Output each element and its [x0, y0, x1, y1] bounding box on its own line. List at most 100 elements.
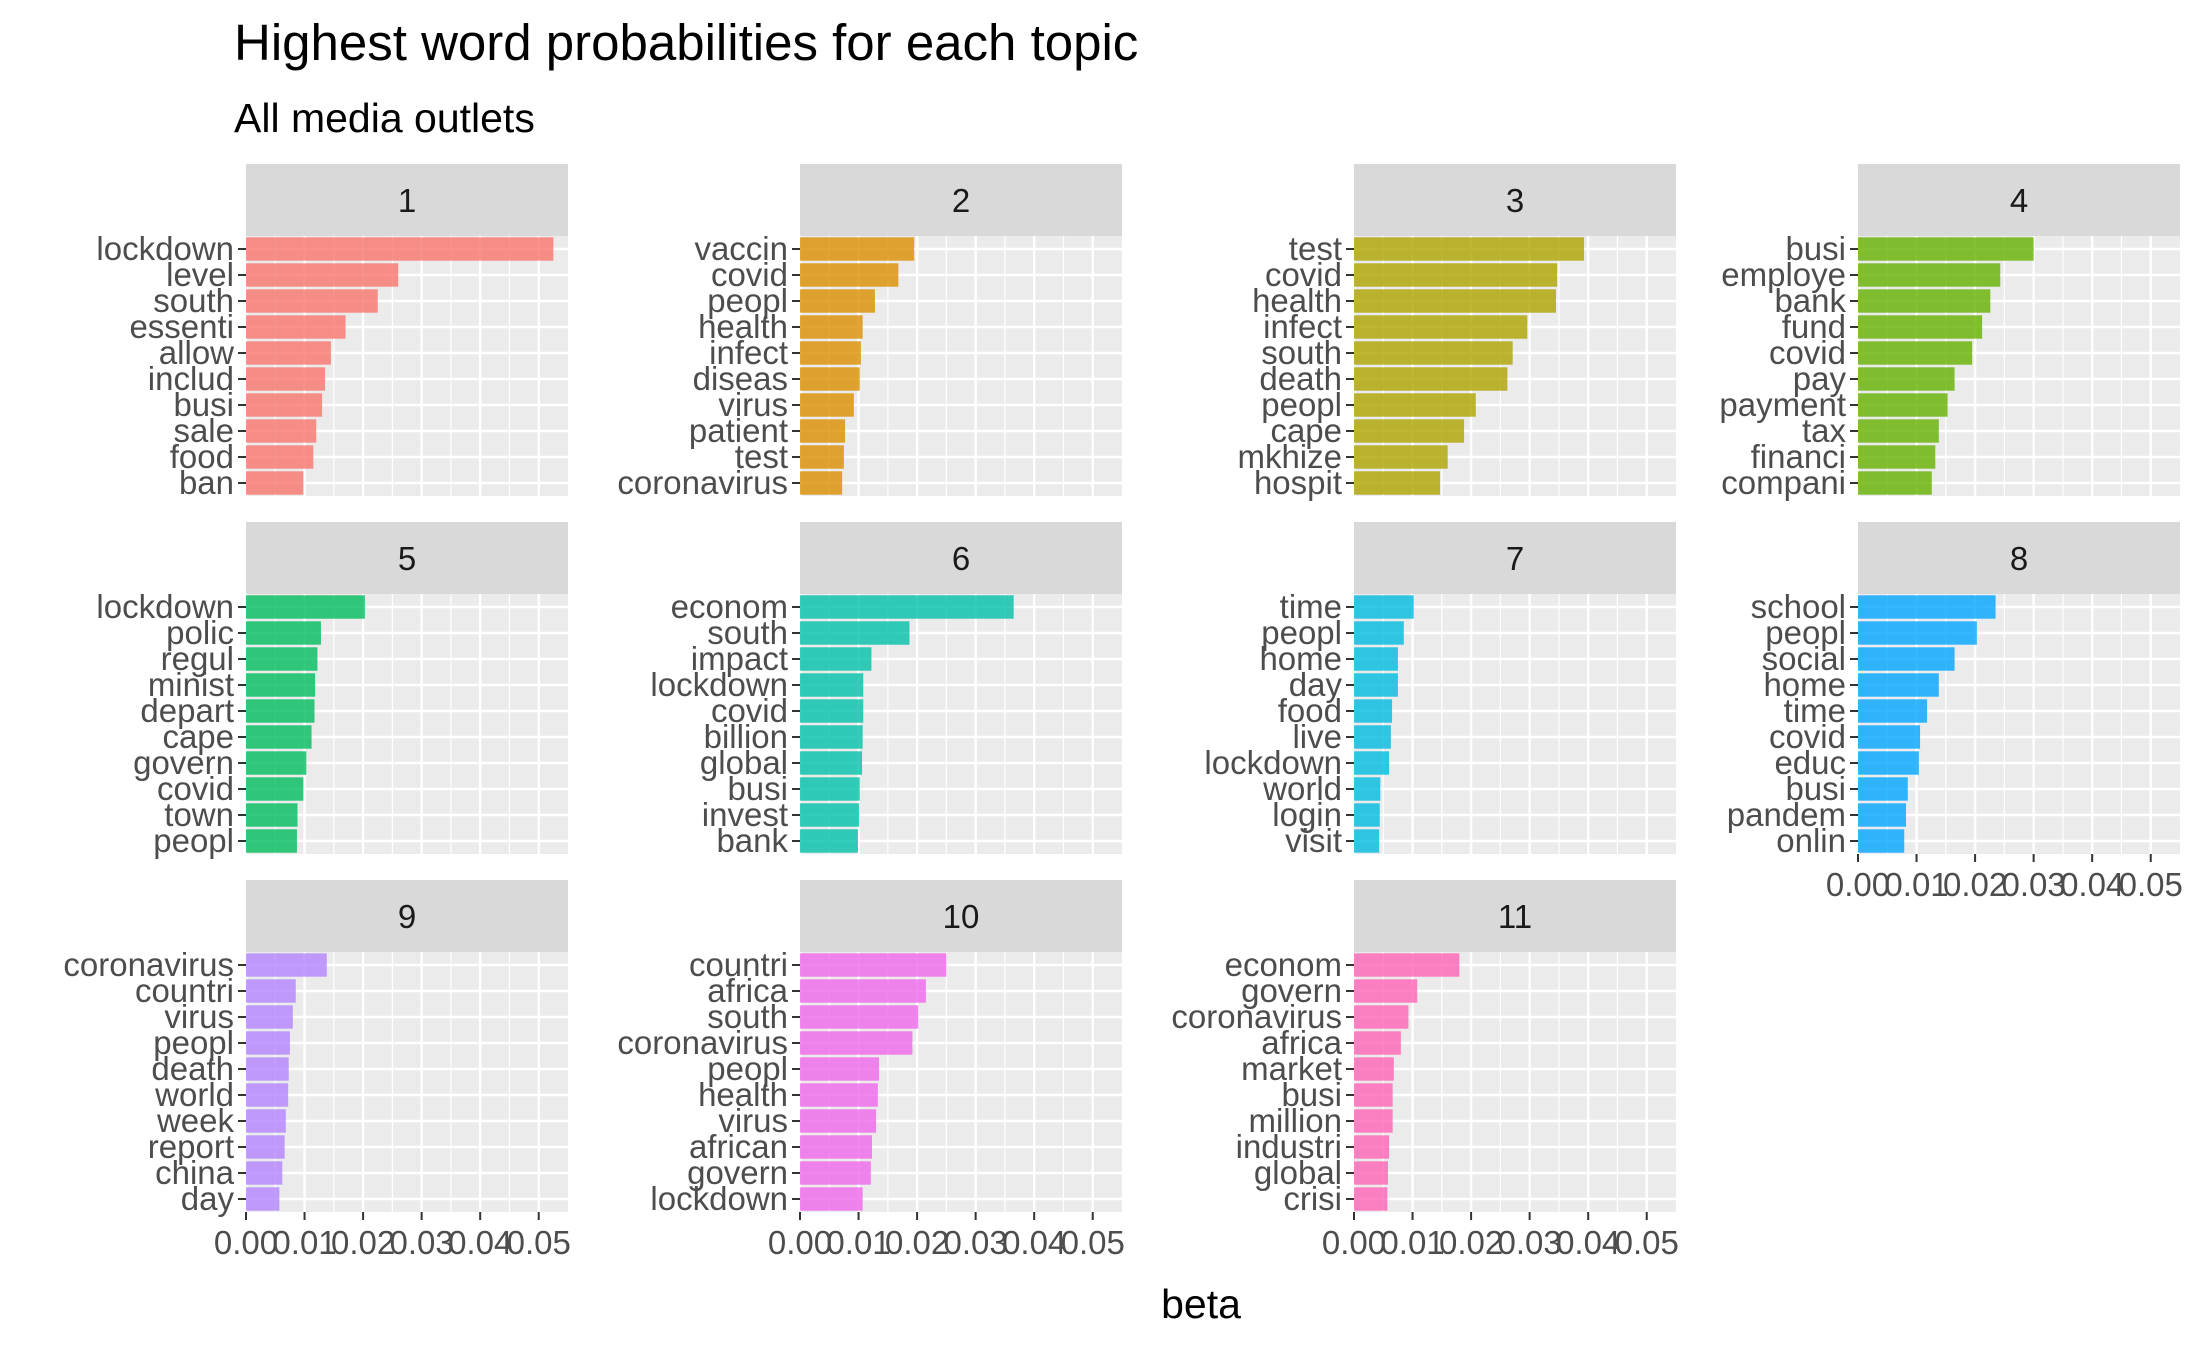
bar: [1354, 777, 1381, 801]
facet-strip: [800, 880, 1122, 952]
bar: [1354, 263, 1558, 287]
bar: [246, 1005, 293, 1029]
bar: [800, 595, 1014, 619]
bar: [1354, 647, 1398, 671]
bar: [1354, 1161, 1388, 1185]
bar: [246, 1083, 289, 1107]
y-tick-label: covid: [711, 256, 788, 293]
y-tick-label: cape: [1270, 412, 1342, 449]
y-tick-label: industri: [1236, 1128, 1342, 1165]
bar: [246, 979, 296, 1003]
bar: [800, 829, 858, 853]
y-tick-label: social: [1762, 640, 1846, 677]
chart-subtitle: All media outlets: [234, 95, 535, 141]
y-tick-label: covid: [1769, 334, 1846, 371]
y-tick-label: africa: [1261, 1024, 1342, 1061]
y-tick-label: essenti: [129, 308, 234, 345]
y-tick-label: visit: [1285, 822, 1342, 859]
y-tick-label: virus: [164, 998, 234, 1035]
y-tick-label: global: [700, 744, 788, 781]
y-tick-label: onlin: [1776, 822, 1846, 859]
y-tick-label: south: [153, 282, 234, 319]
panel-background: [246, 952, 568, 1212]
y-tick-label: coronavirus: [617, 1024, 788, 1061]
y-tick-label: covid: [1769, 718, 1846, 755]
bar: [1858, 393, 1948, 417]
x-tick-label: 0.00: [1826, 866, 1890, 903]
y-tick-label: home: [1259, 640, 1342, 677]
y-tick-label: food: [1278, 692, 1342, 729]
bar: [246, 263, 399, 287]
facet-strip-label: 3: [1506, 182, 1524, 219]
bar: [1354, 237, 1585, 261]
y-tick-label: virus: [718, 1102, 788, 1139]
y-tick-label: econom: [671, 588, 788, 625]
x-tick-label: 0.01: [1380, 1224, 1444, 1261]
bar: [1354, 1057, 1394, 1081]
y-tick-label: lockdown: [96, 230, 234, 267]
bar: [800, 263, 899, 287]
bar: [246, 751, 307, 775]
facet-panel-11: 11 economgoverncoronavirusafricamarketbus…: [1171, 880, 1679, 1261]
facet-strip: [1858, 164, 2180, 236]
bar: [800, 1109, 877, 1133]
bar: [1354, 803, 1380, 827]
x-axis-label: beta: [1161, 1281, 1241, 1327]
y-tick-label: peopl: [1261, 386, 1342, 423]
y-tick-label: african: [689, 1128, 788, 1165]
y-tick-label: week: [156, 1102, 235, 1139]
bar: [246, 1031, 290, 1055]
x-tick-label: 0.05: [1615, 1224, 1679, 1261]
bar: [1858, 263, 2001, 287]
y-tick-label: login: [1272, 796, 1342, 833]
bar: [800, 725, 863, 749]
bar: [800, 777, 860, 801]
y-tick-label: busi: [1785, 230, 1846, 267]
y-tick-label: busi: [1785, 770, 1846, 807]
y-tick-label: town: [164, 796, 234, 833]
bar: [246, 829, 297, 853]
y-tick-label: day: [181, 1180, 235, 1217]
bar: [246, 1161, 283, 1185]
y-tick-label: diseas: [693, 360, 788, 397]
facet-strip: [1354, 164, 1676, 236]
bar: [1354, 1005, 1409, 1029]
y-tick-label: employe: [1721, 256, 1846, 293]
y-tick-label: test: [735, 438, 788, 475]
bar: [1858, 699, 1928, 723]
y-tick-label: world: [154, 1076, 234, 1113]
bar: [1354, 673, 1398, 697]
bar: [246, 471, 304, 495]
y-tick-label: lockdown: [1204, 744, 1342, 781]
y-tick-label: countri: [689, 946, 788, 983]
x-tick-label: 0.03: [2002, 866, 2066, 903]
bar: [800, 979, 926, 1003]
bar: [800, 393, 854, 417]
y-tick-label: ban: [179, 464, 234, 501]
bar: [246, 1135, 285, 1159]
bar: [246, 953, 327, 977]
y-tick-label: bank: [1774, 282, 1846, 319]
bar: [1354, 1083, 1393, 1107]
bar: [1354, 393, 1476, 417]
x-tick-label: 0.00: [768, 1224, 832, 1261]
y-tick-label: death: [1259, 360, 1342, 397]
x-tick-label: 0.01: [272, 1224, 336, 1261]
y-tick-label: covid: [1265, 256, 1342, 293]
facet-strip: [800, 522, 1122, 594]
bar: [246, 367, 326, 391]
bar: [800, 367, 860, 391]
x-tick-label: 0.01: [826, 1224, 890, 1261]
bar: [1354, 1109, 1393, 1133]
bar: [800, 953, 947, 977]
bar: [800, 445, 844, 469]
bar: [800, 419, 846, 443]
y-tick-label: lockdown: [650, 666, 788, 703]
bar: [1354, 1187, 1388, 1211]
y-tick-label: hospit: [1254, 464, 1342, 501]
y-tick-label: impact: [691, 640, 788, 677]
facet-strip: [246, 880, 568, 952]
y-tick-label: patient: [689, 412, 788, 449]
bar: [246, 725, 312, 749]
